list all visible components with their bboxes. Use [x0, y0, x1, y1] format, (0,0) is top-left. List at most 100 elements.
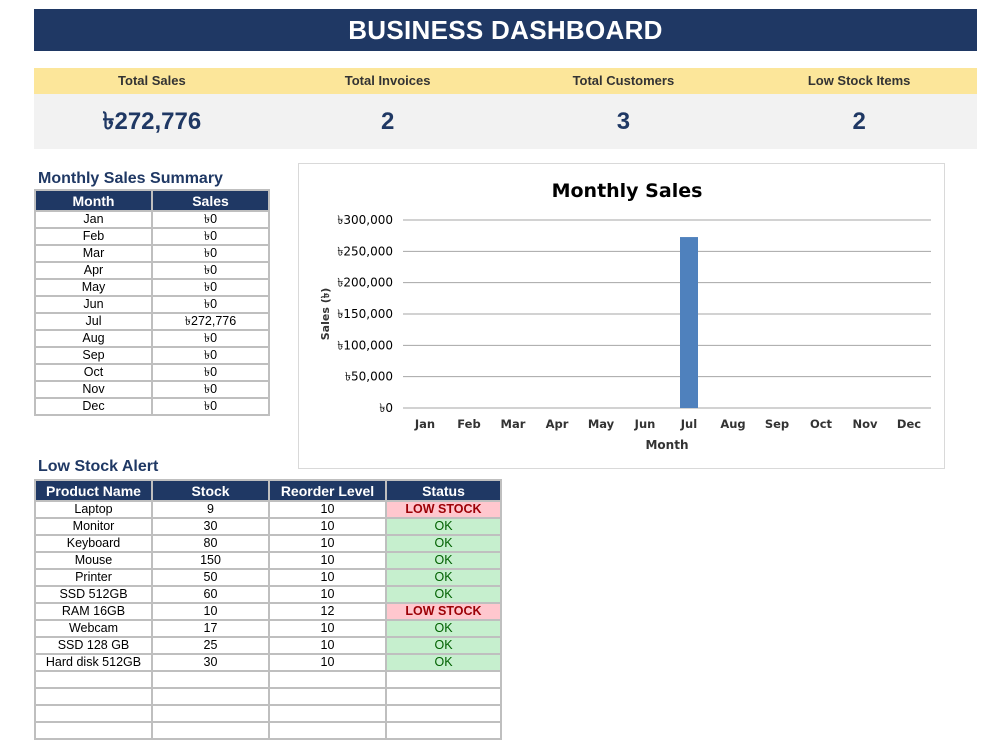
kpi-value-total-sales[interactable]: ৳272,776	[102, 108, 202, 135]
empty-cell[interactable]	[385, 687, 502, 706]
empty-table-row	[34, 721, 502, 740]
sales-cell[interactable]: ৳0	[151, 397, 270, 416]
sales-cell[interactable]: ৳0	[151, 261, 270, 280]
empty-cell[interactable]	[34, 687, 153, 706]
reorder-level-cell[interactable]: 10	[268, 585, 387, 604]
kpi-label-total-sales: Total Sales	[118, 73, 186, 88]
stock-cell[interactable]: 30	[151, 517, 270, 536]
reorder-level-cell[interactable]: 10	[268, 551, 387, 570]
month-cell[interactable]: Nov	[34, 380, 153, 399]
empty-cell[interactable]	[268, 721, 387, 740]
reorder-level-cell[interactable]: 10	[268, 534, 387, 553]
status-cell[interactable]: OK	[385, 568, 502, 587]
sales-cell[interactable]: ৳0	[151, 329, 270, 348]
sales-cell[interactable]: ৳0	[151, 346, 270, 365]
status-cell[interactable]: OK	[385, 534, 502, 553]
table-row: Laptop 9 10 LOW STOCK	[34, 500, 502, 519]
monthly-sales-chart[interactable]: Monthly Sales ৳0 ৳50,000 ৳100,000 ৳150,000 ৳2…	[298, 163, 945, 469]
column-header-status[interactable]: Status	[385, 479, 502, 502]
column-header-reorder-level[interactable]: Reorder Level	[268, 479, 387, 502]
month-cell[interactable]: Feb	[34, 227, 153, 246]
kpi-value-total-invoices[interactable]: 2	[380, 108, 395, 135]
empty-cell[interactable]	[34, 670, 153, 689]
empty-cell[interactable]	[34, 721, 153, 740]
low-stock-title: Low Stock Alert	[38, 458, 159, 475]
sales-cell[interactable]: ৳0	[151, 380, 270, 399]
sales-cell[interactable]: ৳0	[151, 363, 270, 382]
status-cell[interactable]: OK	[385, 619, 502, 638]
status-cell[interactable]: OK	[385, 551, 502, 570]
column-header-month[interactable]: Month	[34, 189, 153, 212]
status-cell[interactable]: OK	[385, 636, 502, 655]
reorder-level-cell[interactable]: 10	[268, 636, 387, 655]
month-cell[interactable]: Dec	[34, 397, 153, 416]
stock-cell[interactable]: 25	[151, 636, 270, 655]
sales-cell[interactable]: ৳0	[151, 278, 270, 297]
table-row: May ৳0	[34, 278, 270, 297]
column-header-sales[interactable]: Sales	[151, 189, 270, 212]
column-header-stock[interactable]: Stock	[151, 479, 270, 502]
month-cell[interactable]: Mar	[34, 244, 153, 263]
y-tick-label: ৳200,000	[337, 276, 393, 290]
stock-cell[interactable]: 30	[151, 653, 270, 672]
product-name-cell[interactable]: Printer	[34, 568, 153, 587]
reorder-level-cell[interactable]: 10	[268, 500, 387, 519]
empty-cell[interactable]	[151, 670, 270, 689]
reorder-level-cell[interactable]: 10	[268, 517, 387, 536]
empty-cell[interactable]	[268, 687, 387, 706]
sales-cell[interactable]: ৳272,776	[151, 312, 270, 331]
sales-cell[interactable]: ৳0	[151, 295, 270, 314]
product-name-cell[interactable]: Mouse	[34, 551, 153, 570]
sales-cell[interactable]: ৳0	[151, 210, 270, 229]
month-cell[interactable]: Oct	[34, 363, 153, 382]
product-name-cell[interactable]: Webcam	[34, 619, 153, 638]
month-cell[interactable]: Aug	[34, 329, 153, 348]
empty-cell[interactable]	[268, 704, 387, 723]
product-name-cell[interactable]: Laptop	[34, 500, 153, 519]
month-cell[interactable]: May	[34, 278, 153, 297]
product-name-cell[interactable]: Hard disk 512GB	[34, 653, 153, 672]
product-name-cell[interactable]: SSD 512GB	[34, 585, 153, 604]
monthly-summary-title: Monthly Sales Summary	[38, 170, 223, 187]
reorder-level-cell[interactable]: 10	[268, 568, 387, 587]
table-row: Sep ৳0	[34, 346, 270, 365]
month-cell[interactable]: Jan	[34, 210, 153, 229]
month-cell[interactable]: Jul	[34, 312, 153, 331]
month-cell[interactable]: Sep	[34, 346, 153, 365]
stock-cell[interactable]: 150	[151, 551, 270, 570]
month-cell[interactable]: Jun	[34, 295, 153, 314]
stock-cell[interactable]: 17	[151, 619, 270, 638]
empty-cell[interactable]	[151, 721, 270, 740]
reorder-level-cell[interactable]: 10	[268, 653, 387, 672]
reorder-level-cell[interactable]: 12	[268, 602, 387, 621]
product-name-cell[interactable]: RAM 16GB	[34, 602, 153, 621]
product-name-cell[interactable]: Monitor	[34, 517, 153, 536]
month-cell[interactable]: Apr	[34, 261, 153, 280]
empty-cell[interactable]	[385, 670, 502, 689]
status-cell[interactable]: OK	[385, 585, 502, 604]
empty-cell[interactable]	[151, 704, 270, 723]
sales-cell[interactable]: ৳0	[151, 227, 270, 246]
stock-cell[interactable]: 50	[151, 568, 270, 587]
empty-cell[interactable]	[385, 721, 502, 740]
empty-cell[interactable]	[151, 687, 270, 706]
column-header-product-name[interactable]: Product Name	[34, 479, 153, 502]
stock-cell[interactable]: 9	[151, 500, 270, 519]
status-cell[interactable]: LOW STOCK	[385, 602, 502, 621]
status-cell[interactable]: OK	[385, 653, 502, 672]
status-cell[interactable]: OK	[385, 517, 502, 536]
stock-cell[interactable]: 80	[151, 534, 270, 553]
product-name-cell[interactable]: Keyboard	[34, 534, 153, 553]
empty-cell[interactable]	[34, 704, 153, 723]
stock-cell[interactable]: 10	[151, 602, 270, 621]
y-tick-label: ৳300,000	[337, 213, 393, 227]
kpi-value-total-customers[interactable]: 3	[616, 108, 631, 135]
kpi-value-low-stock[interactable]: 2	[852, 108, 866, 135]
sales-cell[interactable]: ৳0	[151, 244, 270, 263]
status-cell[interactable]: LOW STOCK	[385, 500, 502, 519]
reorder-level-cell[interactable]: 10	[268, 619, 387, 638]
product-name-cell[interactable]: SSD 128 GB	[34, 636, 153, 655]
stock-cell[interactable]: 60	[151, 585, 270, 604]
empty-cell[interactable]	[385, 704, 502, 723]
empty-cell[interactable]	[268, 670, 387, 689]
